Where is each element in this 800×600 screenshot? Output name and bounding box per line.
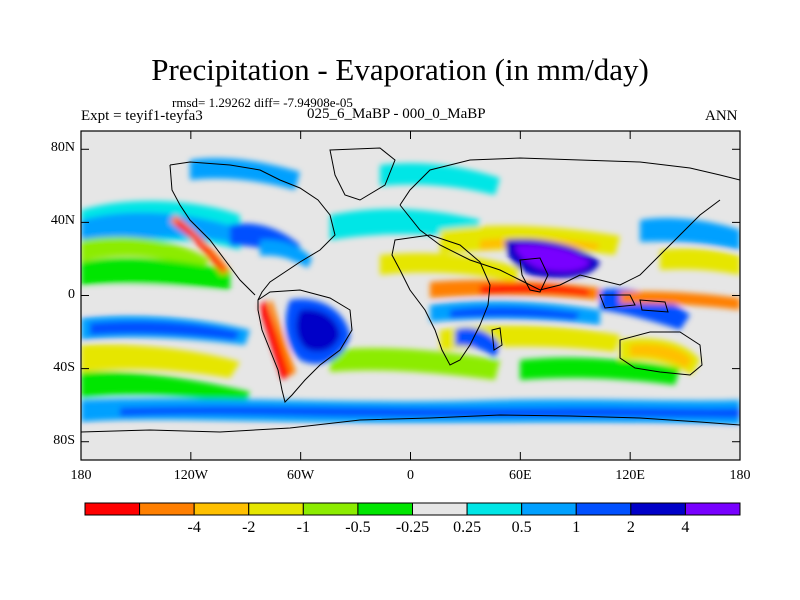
x-tick-label: 180 (70, 468, 92, 483)
colorbar-label: 0.5 (511, 519, 532, 536)
season-label: ANN (705, 108, 738, 124)
x-tick-label: 0 (407, 468, 414, 483)
stats-line: rmsd= 1.29262 diff= -7.94908e-05 (172, 95, 353, 110)
experiment-label: Expt = teyif1-teyfa3 (81, 108, 203, 124)
colorbar-label: -4 (187, 519, 201, 536)
colorbar-label: 1 (572, 519, 581, 536)
colorbar-swatch (139, 502, 195, 516)
colorbar-swatch (684, 502, 741, 516)
colorbar-label: 4 (681, 519, 690, 536)
colorbar-swatch (575, 502, 632, 516)
y-tick-label: 80N (50, 140, 75, 156)
colorbar-label: 0.25 (453, 519, 482, 536)
colorbar-label: 2 (626, 519, 635, 536)
x-tick-label: 180 (729, 468, 751, 483)
colorbar-swatch (248, 502, 304, 516)
colorbar-swatch (630, 502, 686, 516)
colorbar (84, 502, 741, 516)
coastlines (81, 147, 740, 433)
x-tick-label: 120W (173, 468, 208, 483)
y-tick-label: 80S (53, 432, 75, 448)
colorbar-label: -1 (296, 519, 310, 536)
colorbar-label: -0.25 (395, 519, 430, 536)
x-tick-label: 60W (287, 468, 315, 483)
x-tick-label: 120E (615, 468, 645, 483)
axis-ticks (80, 131, 741, 460)
x-tick-label: 60E (509, 468, 532, 483)
y-tick-label: 40S (53, 359, 75, 375)
y-tick-label: 0 (68, 286, 75, 302)
contour-field (81, 147, 740, 460)
colorbar-swatch (357, 502, 413, 516)
colorbar-swatch (84, 502, 141, 516)
colorbar-label: -0.5 (345, 519, 371, 536)
colorbar-swatch (412, 502, 468, 516)
case-label: 025_6_MaBP - 000_0_MaBP (307, 106, 486, 122)
colorbar-swatch (302, 502, 359, 516)
y-tick-label: 40N (50, 213, 75, 229)
colorbar-label: -2 (242, 519, 256, 536)
colorbar-swatch (193, 502, 250, 516)
plot-title: Precipitation - Evaporation (in mm/day) (151, 52, 649, 87)
colorbar-swatch (521, 502, 577, 516)
colorbar-swatch (466, 502, 523, 516)
